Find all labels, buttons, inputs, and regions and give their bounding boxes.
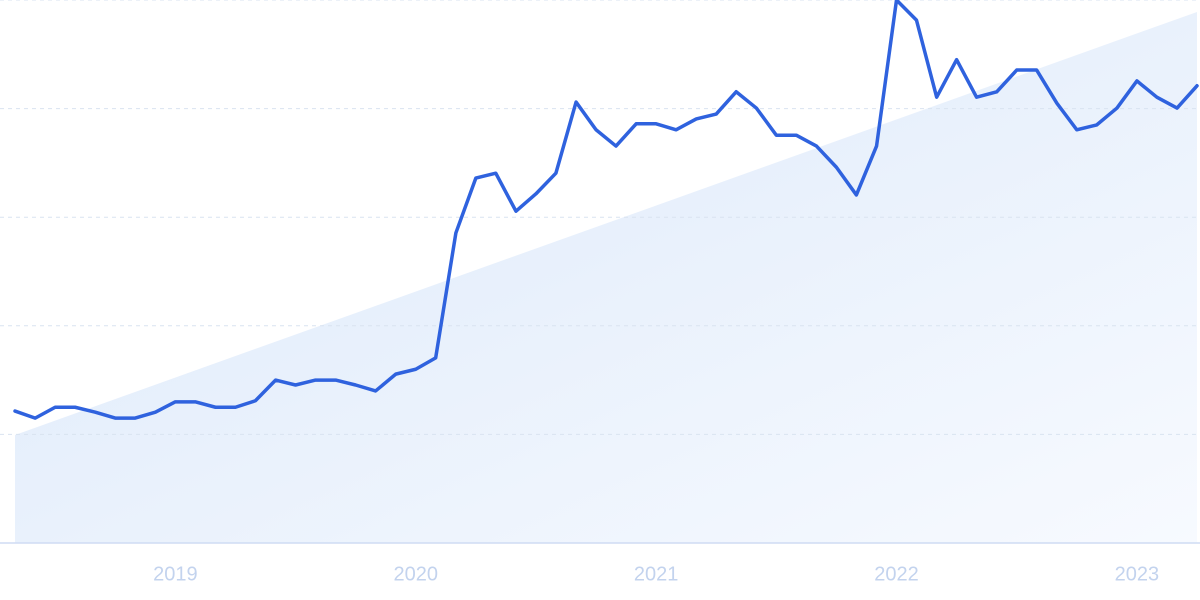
x-tick-label: 2020: [393, 563, 438, 585]
x-tick-label: 2022: [874, 563, 919, 585]
line: [13, 0, 1199, 420]
x-tick-label: 2021: [634, 563, 679, 585]
trend-area: [15, 11, 1197, 544]
x-tick-label: 2023: [1115, 563, 1160, 585]
x-tick-label: 2019: [153, 563, 198, 585]
